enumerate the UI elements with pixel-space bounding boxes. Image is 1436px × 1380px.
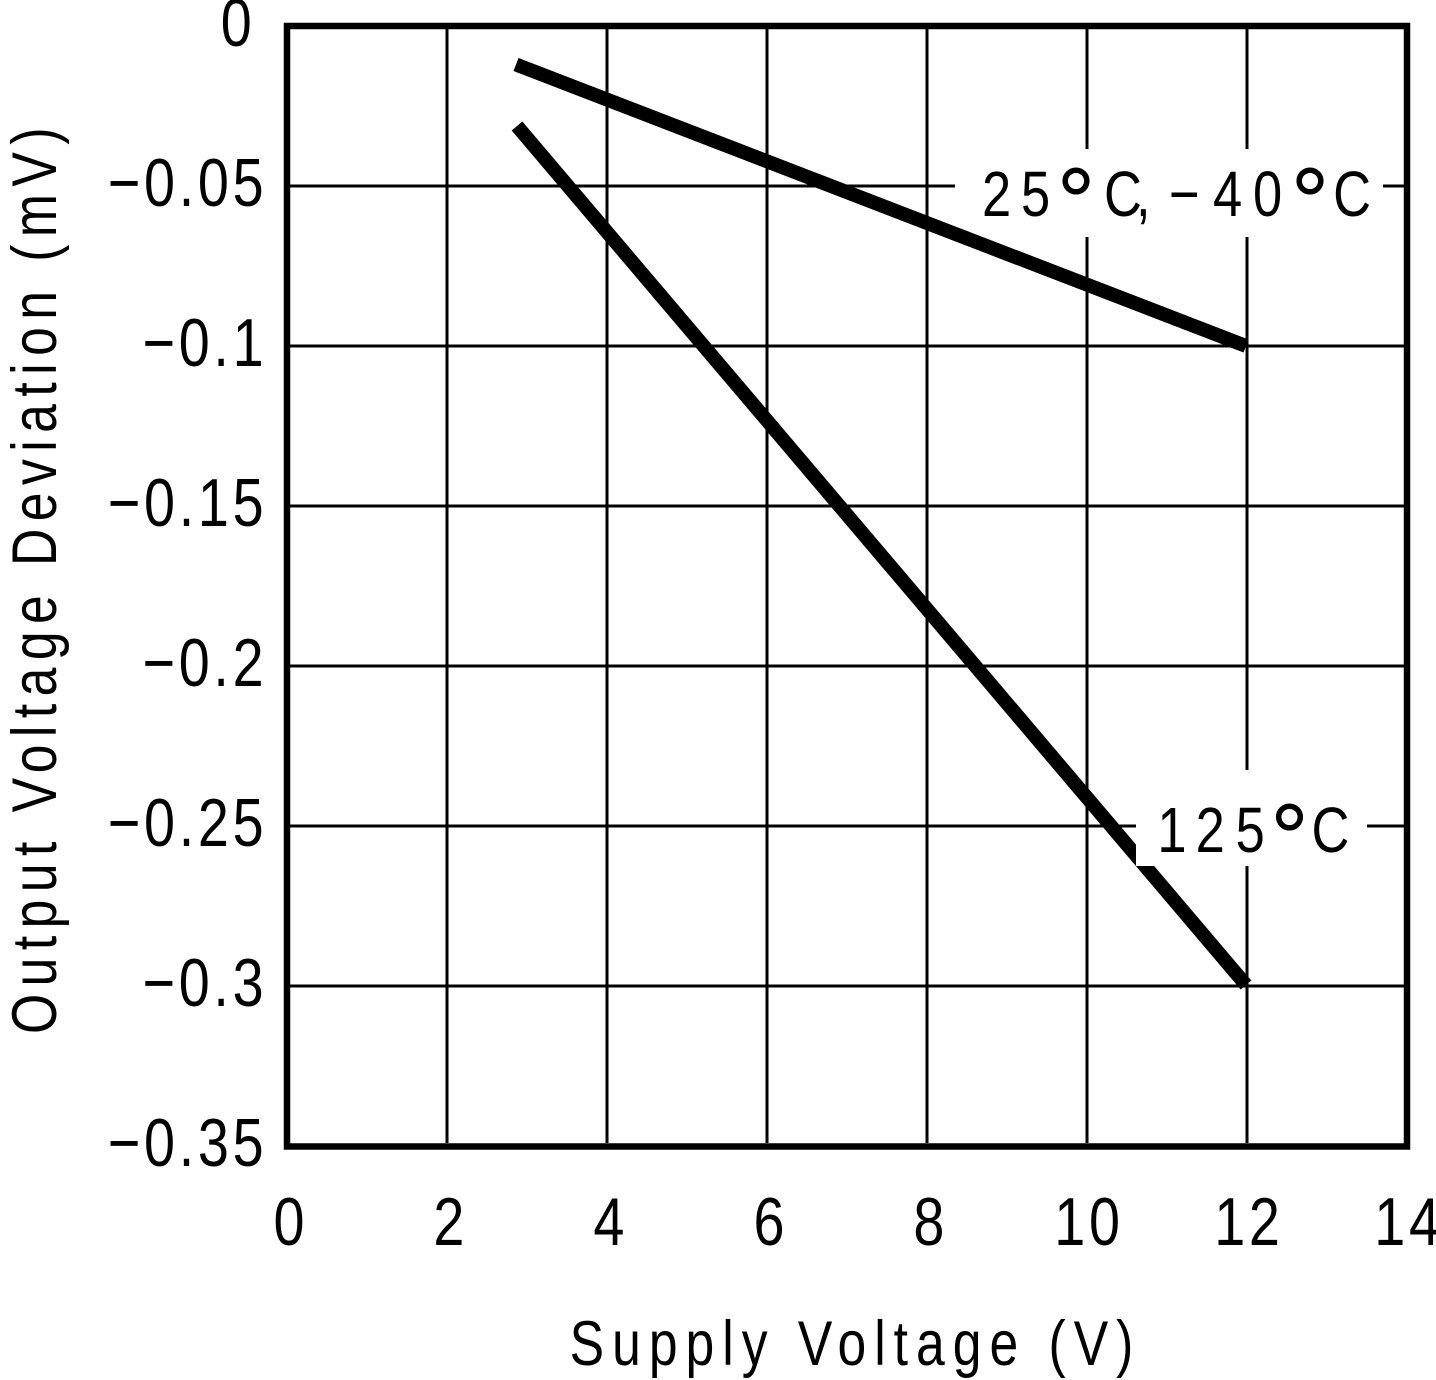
svg-text:−0.15: −0.15 bbox=[108, 466, 268, 541]
svg-text:−0.25: −0.25 bbox=[108, 786, 268, 861]
svg-text:−0.35: −0.35 bbox=[108, 1106, 268, 1181]
svg-text:Supply Voltage (V): Supply Voltage (V) bbox=[570, 1309, 1142, 1379]
svg-text:0: 0 bbox=[221, 0, 256, 61]
svg-text:Output Voltage Deviation (mV): Output Voltage Deviation (mV) bbox=[0, 120, 70, 1034]
svg-text:10: 10 bbox=[1054, 1185, 1123, 1260]
svg-text:8: 8 bbox=[913, 1185, 948, 1260]
svg-text:125C: 125C bbox=[1157, 795, 1349, 866]
svg-text:14: 14 bbox=[1374, 1185, 1436, 1260]
svg-text:−0.1: −0.1 bbox=[142, 306, 267, 381]
svg-text:2: 2 bbox=[433, 1185, 468, 1260]
svg-text:0: 0 bbox=[274, 1185, 309, 1260]
svg-text:12: 12 bbox=[1214, 1185, 1283, 1260]
svg-text:−0.2: −0.2 bbox=[142, 626, 267, 701]
svg-text:−0.3: −0.3 bbox=[142, 946, 267, 1021]
svg-text:−0.05: −0.05 bbox=[108, 146, 268, 221]
svg-text:6: 6 bbox=[753, 1185, 788, 1260]
svg-text:4: 4 bbox=[593, 1185, 628, 1260]
